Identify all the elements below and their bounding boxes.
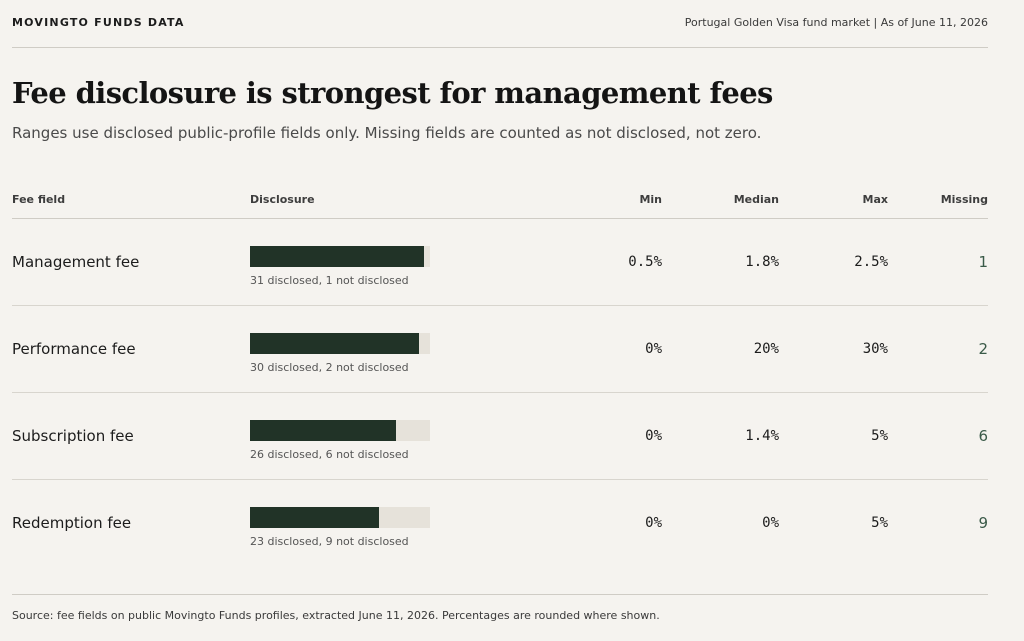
page-subtitle: Ranges use disclosed public-profile fiel… (12, 124, 762, 142)
header-meta: Portugal Golden Visa fund market | As of… (684, 16, 988, 29)
col-header-min: Min (530, 180, 662, 219)
fee-field-name: Management fee (12, 218, 250, 306)
col-header-missing: Missing (888, 180, 988, 219)
min-value: 0.5% (530, 218, 662, 306)
disclosure-bar (250, 332, 430, 354)
table-row: Subscription fee 26 disclosed, 6 not disc… (12, 392, 988, 480)
table-row: Management fee 31 disclosed, 1 not disclo… (12, 218, 988, 306)
brand-name: MOVINGTO FUNDS DATA (12, 16, 185, 29)
source-note: Source: fee fields on public Movingto Fu… (12, 594, 988, 622)
min-value: 0% (645, 515, 662, 531)
missing-count: 1 (888, 218, 988, 306)
col-header-field: Fee field (12, 180, 250, 219)
col-header-disclosure: Disclosure (250, 180, 530, 219)
median-value: 20% (662, 305, 779, 393)
disclosure-note: 23 disclosed, 9 not disclosed (250, 534, 409, 548)
disclosure-cell: 31 disclosed, 1 not disclosed (250, 218, 530, 306)
disclosure-cell: 26 disclosed, 6 not disclosed (250, 392, 530, 480)
max-value: 5% (779, 392, 888, 480)
min-value: 0% (530, 392, 662, 480)
max-value: 30% (779, 305, 888, 393)
top-bar: MOVINGTO FUNDS DATA Portugal Golden Visa… (12, 0, 988, 48)
table-row: Performance fee 30 disclosed, 2 not discl… (12, 305, 988, 393)
page: MOVINGTO FUNDS DATA Portugal Golden Visa… (12, 0, 988, 641)
missing-count: 9 (978, 514, 988, 532)
fee-field-name: Performance fee (12, 305, 250, 393)
disclosure-note: 26 disclosed, 6 not disclosed (250, 447, 409, 461)
page-title: Fee disclosure is strongest for manageme… (12, 76, 773, 110)
fee-field-name: Subscription fee (12, 392, 250, 480)
disclosure-bar-fill (250, 245, 425, 267)
max-value: 5% (871, 515, 888, 531)
max-value: 2.5% (779, 218, 888, 306)
median-value: 0% (762, 515, 779, 531)
col-header-max: Max (779, 180, 888, 219)
table-body: Management fee 31 disclosed, 1 not disclo… (12, 218, 988, 567)
fee-field-name: Redemption fee (12, 514, 132, 532)
disclosure-note: 30 disclosed, 2 not disclosed (250, 360, 409, 374)
min-value: 0% (530, 305, 662, 393)
disclosure-bar (250, 245, 430, 267)
disclosure-cell: 30 disclosed, 2 not disclosed (250, 305, 530, 393)
median-value: 1.8% (662, 218, 779, 306)
missing-count: 6 (888, 392, 988, 480)
table-row: Redemption fee 23 disclosed, 9 not disclo… (12, 480, 988, 567)
table-header-row: Fee field Disclosure Min Median Max Miss… (12, 180, 988, 219)
disclosure-bar-fill (250, 332, 419, 354)
disclosure-bar-fill (250, 506, 380, 528)
disclosure-cell: 23 disclosed, 9 not disclosed (250, 480, 530, 567)
missing-count: 2 (888, 305, 988, 393)
disclosure-bar-fill (250, 419, 397, 441)
disclosure-bar (250, 419, 430, 441)
fee-table: Fee field Disclosure Min Median Max Miss… (12, 180, 988, 566)
disclosure-bar (250, 506, 430, 528)
disclosure-note: 31 disclosed, 1 not disclosed (250, 273, 409, 287)
col-header-median: Median (662, 180, 779, 219)
median-value: 1.4% (662, 392, 779, 480)
